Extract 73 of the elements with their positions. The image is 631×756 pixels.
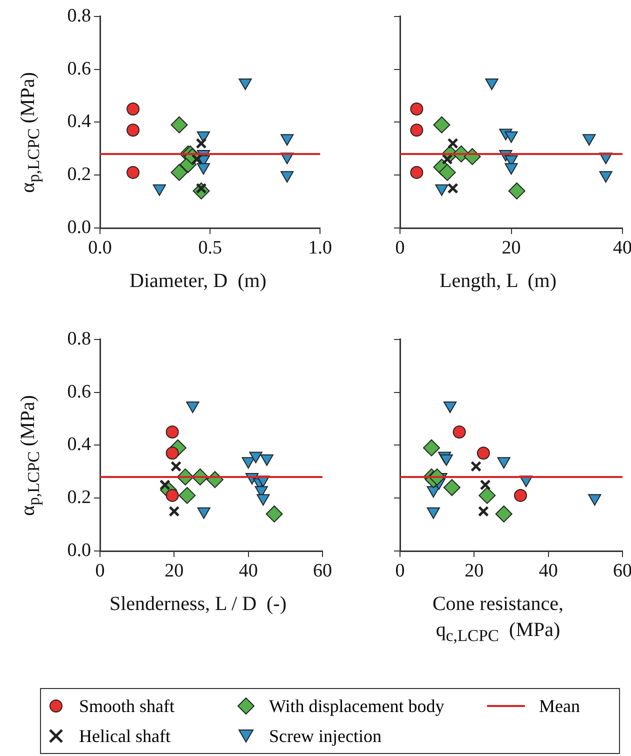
point — [470, 460, 482, 472]
legend-label: Smooth shaft — [79, 696, 175, 716]
point — [170, 164, 188, 181]
x-axis-title: Slenderness, L / D (-) — [108, 592, 288, 617]
x-tick-label: 40 — [538, 560, 558, 582]
x-tick-label: 20 — [464, 560, 484, 582]
x-tick-label: 40 — [613, 237, 631, 258]
x-tick-label: 20 — [502, 237, 521, 258]
point — [433, 116, 450, 134]
point — [410, 166, 424, 179]
point — [410, 102, 424, 116]
y-tick-label: 0.0 — [67, 216, 91, 238]
point — [260, 454, 274, 466]
x-tick-label: 40 — [238, 560, 258, 582]
y-tick-label: 0.6 — [67, 381, 91, 402]
point — [478, 506, 489, 517]
point — [444, 402, 457, 414]
point — [410, 124, 424, 137]
point — [168, 506, 180, 517]
y-tick-label: 0.8 — [67, 328, 91, 350]
point — [452, 425, 466, 438]
point — [447, 138, 458, 149]
point — [178, 486, 196, 504]
point — [447, 182, 458, 194]
point — [170, 116, 188, 134]
point — [266, 505, 283, 522]
legend-label: Mean — [539, 696, 580, 716]
point — [186, 402, 200, 414]
point — [504, 131, 518, 143]
y-tick-label: 0.4 — [67, 111, 92, 132]
point — [514, 488, 528, 502]
point — [249, 452, 262, 464]
x-tick-label: 0.0 — [88, 237, 112, 258]
point — [438, 164, 456, 181]
point — [582, 134, 596, 146]
point — [196, 138, 207, 149]
x-tick-label: 20 — [164, 560, 184, 582]
point — [443, 479, 460, 496]
x-tick-label: 0 — [95, 560, 105, 582]
point — [238, 78, 252, 90]
point — [126, 124, 140, 137]
legend-label: With displacement body — [269, 696, 444, 716]
legend-label: Helical shaft — [79, 726, 170, 746]
point — [126, 102, 140, 116]
point — [126, 166, 140, 179]
legend-label: Screw injection — [269, 726, 382, 746]
point — [170, 460, 182, 472]
x-tick-label: 1.0 — [308, 237, 332, 258]
point — [242, 457, 255, 469]
point — [440, 454, 453, 466]
x-tick-label: 0 — [395, 560, 405, 582]
x-tick-label: 60 — [613, 560, 631, 582]
y-tick-label: 0.0 — [67, 540, 91, 561]
point — [508, 182, 526, 200]
y-tick-label: 0.8 — [67, 5, 91, 26]
y-tick-label: 0.4 — [67, 434, 92, 456]
y-tick-label: 0.2 — [67, 487, 91, 508]
x-axis-title: Length, L (m) — [438, 269, 558, 294]
x-tick-label: 0.5 — [198, 237, 222, 258]
point — [423, 439, 440, 456]
y-tick-label: 0.2 — [67, 164, 91, 186]
x-tick-label: 60 — [313, 560, 332, 582]
x-axis-title: Diameter, D (m) — [128, 269, 268, 294]
point — [166, 425, 179, 438]
point — [476, 446, 490, 460]
point — [497, 457, 510, 469]
point — [480, 479, 491, 490]
point — [485, 78, 498, 90]
y-tick-label: 0.6 — [67, 58, 91, 80]
x-axis-title: Cone resistance, q$_{c,LCPC}$ (MPa) — [431, 592, 565, 647]
point — [495, 505, 512, 522]
x-tick-label: 0 — [395, 237, 405, 258]
point — [478, 486, 496, 504]
